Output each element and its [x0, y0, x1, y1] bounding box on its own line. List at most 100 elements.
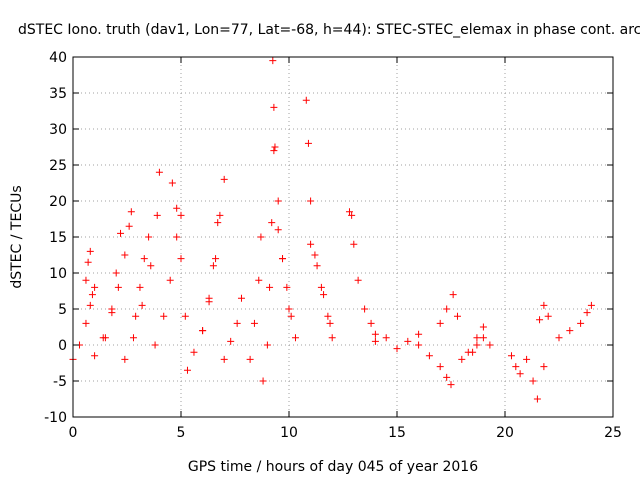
- data-point: [220, 175, 228, 183]
- data-arc: [183, 175, 228, 374]
- data-point: [587, 301, 595, 309]
- data-point: [112, 269, 120, 277]
- y-tick-label: 10: [49, 266, 67, 282]
- data-point: [415, 341, 423, 349]
- data-point: [415, 330, 423, 338]
- data-point: [117, 229, 125, 237]
- data-point: [91, 352, 99, 360]
- y-tick-label: 20: [49, 194, 67, 210]
- data-point: [479, 334, 487, 342]
- data-point: [458, 355, 466, 363]
- data-point: [436, 363, 444, 371]
- data-arc: [91, 208, 135, 360]
- data-point: [345, 208, 353, 216]
- data-point: [436, 319, 444, 327]
- data-arc: [121, 168, 163, 363]
- data-point: [354, 276, 362, 284]
- data-point: [136, 283, 144, 291]
- data-arc: [458, 323, 487, 363]
- data-point: [443, 373, 451, 381]
- data-arc: [246, 233, 265, 363]
- data-point: [320, 291, 328, 299]
- data-point: [536, 316, 544, 324]
- data-point: [291, 334, 299, 342]
- data-point: [181, 312, 189, 320]
- data-point: [246, 355, 254, 363]
- data-point: [121, 355, 129, 363]
- data-point: [129, 334, 137, 342]
- data-point: [160, 312, 168, 320]
- data-point: [404, 337, 412, 345]
- y-tick-label: 0: [58, 338, 67, 354]
- data-point: [205, 298, 213, 306]
- data-point: [555, 334, 563, 342]
- data-point: [214, 219, 222, 227]
- data-point: [255, 276, 263, 284]
- data-point: [473, 341, 481, 349]
- grid-layer: [73, 57, 613, 417]
- data-point: [153, 211, 161, 219]
- data-point: [84, 258, 92, 266]
- data-point: [507, 352, 515, 360]
- data-point: [173, 233, 181, 241]
- data-point: [328, 334, 336, 342]
- data-point: [151, 341, 159, 349]
- data-point: [313, 262, 321, 270]
- data-point: [577, 319, 585, 327]
- data-point: [529, 377, 537, 385]
- data-arc: [415, 341, 455, 389]
- data-arc: [555, 301, 595, 342]
- data-point: [177, 255, 185, 263]
- x-tick-label: 25: [604, 425, 622, 441]
- data-point: [540, 363, 548, 371]
- data-point: [583, 309, 591, 317]
- data-point: [212, 255, 220, 263]
- data-point: [155, 168, 163, 176]
- data-point: [199, 327, 207, 335]
- data-point: [114, 283, 122, 291]
- data-point: [237, 294, 245, 302]
- data-point: [108, 305, 116, 313]
- data-point: [449, 291, 457, 299]
- data-point: [302, 96, 310, 104]
- data-point: [287, 312, 295, 320]
- x-tick-label: 15: [388, 425, 406, 441]
- data-arc: [132, 233, 153, 320]
- data-point: [544, 312, 552, 320]
- x-tick-label: 0: [69, 425, 78, 441]
- data-point: [512, 363, 520, 371]
- data-point: [533, 395, 541, 403]
- y-tick-label: -5: [53, 374, 67, 390]
- data-point: [326, 319, 334, 327]
- data-arc: [168, 179, 189, 320]
- data-arc: [345, 208, 379, 338]
- data-point: [209, 262, 217, 270]
- data-point: [317, 283, 325, 291]
- data-point: [268, 219, 276, 227]
- y-tick-label: -10: [44, 410, 67, 426]
- y-tick-label: 30: [49, 122, 67, 138]
- x-tick-label: 5: [177, 425, 186, 441]
- chart-title: dSTEC Iono. truth (dav1, Lon=77, Lat=-68…: [18, 22, 640, 38]
- data-point: [145, 233, 153, 241]
- data-arc: [82, 247, 94, 284]
- data-point: [257, 233, 265, 241]
- data-point: [121, 251, 129, 259]
- data-point: [371, 337, 379, 345]
- data-point: [307, 240, 315, 248]
- data-point: [82, 276, 90, 284]
- data-arc: [436, 291, 461, 327]
- data-point: [274, 197, 282, 205]
- data-point: [311, 251, 319, 259]
- data-point: [304, 139, 312, 147]
- data-point: [190, 348, 198, 356]
- data-point: [382, 334, 390, 342]
- data-point: [447, 381, 455, 389]
- data-point: [270, 147, 278, 155]
- data-arc: [536, 301, 552, 324]
- data-point: [168, 179, 176, 187]
- data-point: [266, 283, 274, 291]
- data-point: [516, 370, 524, 378]
- data-arc: [302, 96, 336, 342]
